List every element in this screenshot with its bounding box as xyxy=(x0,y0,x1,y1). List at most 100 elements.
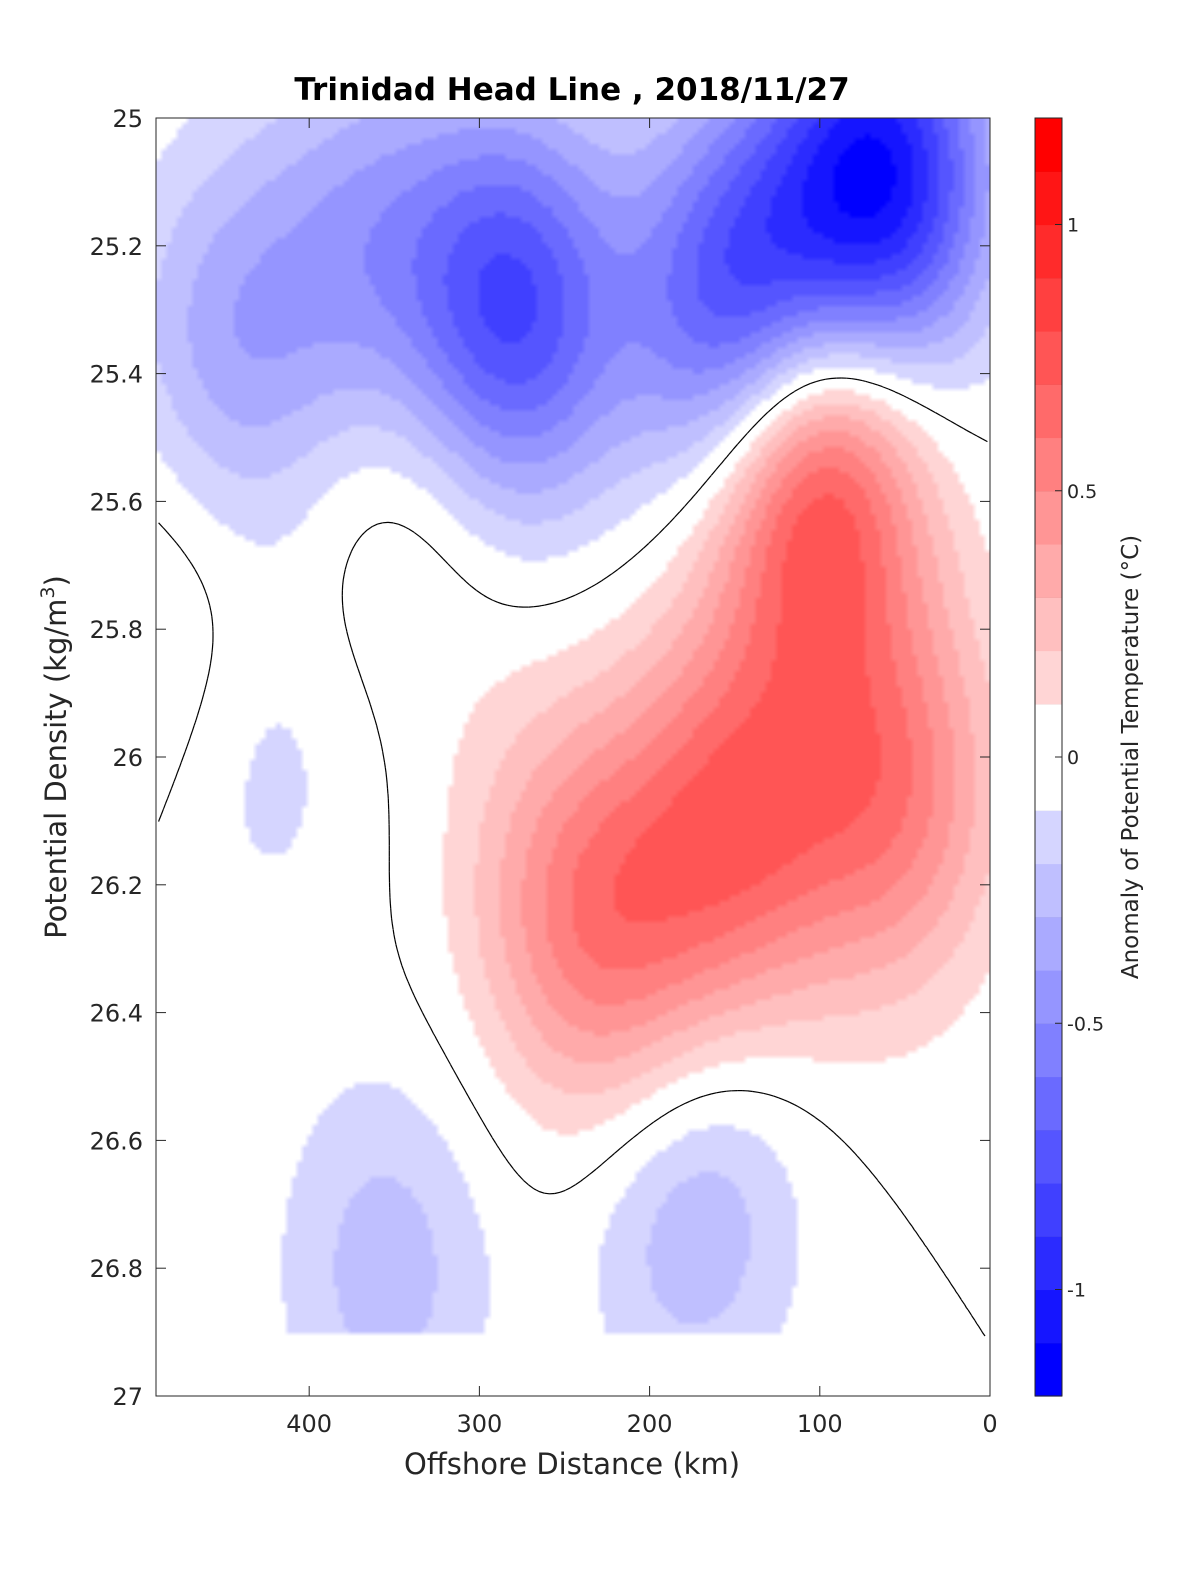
zero-contour-segment xyxy=(385,772,388,778)
zero-contour-segment xyxy=(349,642,352,648)
zero-contour-segment xyxy=(835,1134,841,1139)
zero-contour-segment xyxy=(163,803,166,809)
zero-contour-segment xyxy=(343,616,346,622)
zero-contour-segment xyxy=(179,546,182,549)
zero-contour-segment xyxy=(888,388,894,392)
colorbar-band xyxy=(1035,1183,1062,1237)
colorbar-band xyxy=(1035,331,1062,385)
zero-contour-segment xyxy=(945,1275,949,1279)
colorbar-band xyxy=(1035,1289,1062,1344)
zero-contour-segment xyxy=(955,423,962,428)
zero-contour-segment xyxy=(405,975,409,982)
zero-contour-segment xyxy=(929,409,936,414)
zero-contour-segment xyxy=(408,528,415,533)
zero-contour-segment xyxy=(187,558,191,562)
zero-contour-segment xyxy=(924,406,927,409)
zero-contour-segment xyxy=(960,1299,966,1306)
zero-contour-segment xyxy=(768,1094,774,1097)
zero-contour-segment xyxy=(856,1155,861,1160)
colorbar-band xyxy=(1035,1076,1062,1131)
zero-contour-segment xyxy=(935,412,941,417)
zero-contour-segment xyxy=(554,1191,561,1195)
zero-contour-segment xyxy=(394,939,397,945)
zero-contour-segment xyxy=(191,725,195,732)
zero-contour-segment xyxy=(648,1121,654,1127)
zero-contour-segment xyxy=(544,1192,550,1195)
zero-contour-segment xyxy=(919,403,926,408)
zero-contour-segment xyxy=(481,593,485,596)
zero-contour-segment xyxy=(171,537,175,541)
zero-contour-segment xyxy=(778,398,785,403)
zero-contour-segment xyxy=(347,636,351,643)
zero-contour-segment xyxy=(447,1059,452,1065)
zero-contour-segment xyxy=(420,537,425,542)
zero-contour-segment xyxy=(880,1184,884,1188)
zero-contour-segment xyxy=(392,929,395,935)
zero-contour-segment xyxy=(384,767,387,773)
zero-contour-segment xyxy=(381,746,384,752)
zero-contour-segment xyxy=(757,1091,764,1094)
zero-contour-segment xyxy=(204,683,207,688)
zero-contour-segment xyxy=(971,1315,976,1321)
zero-contour-segment xyxy=(513,605,519,608)
zero-contour-segment xyxy=(877,1180,882,1186)
zero-contour-segment xyxy=(173,540,177,544)
zero-contour-segment xyxy=(844,1142,848,1146)
zero-contour-segment xyxy=(418,1005,421,1008)
zero-contour-segment xyxy=(601,1163,603,1165)
zero-contour-segment xyxy=(158,814,162,820)
zero-contour-segment xyxy=(393,934,396,940)
zero-contour-segment xyxy=(846,377,852,380)
zero-contour-segment xyxy=(908,1222,913,1227)
zero-contour-segment xyxy=(731,448,734,452)
y-tick-label: 25.2 xyxy=(90,233,143,261)
zero-contour-segment xyxy=(663,527,666,529)
zero-contour-segment xyxy=(407,981,410,984)
zero-contour-segment xyxy=(617,565,623,570)
zero-contour-segment xyxy=(929,1252,935,1259)
zero-contour-segment xyxy=(900,1210,905,1216)
zero-contour-segment xyxy=(637,552,639,555)
zero-contour-segment xyxy=(606,573,612,578)
zero-contour-segment xyxy=(190,730,193,737)
zero-contour-segment xyxy=(658,1116,662,1119)
zero-contour-segment xyxy=(916,401,920,405)
zero-contour-segment xyxy=(455,571,459,575)
zero-contour-segment xyxy=(507,1161,511,1165)
zero-contour-segment xyxy=(702,481,707,487)
zero-contour-segment xyxy=(374,720,378,726)
zero-contour-segment xyxy=(194,569,199,575)
y-tick-label: 26 xyxy=(112,744,143,772)
zero-contour-segment xyxy=(509,605,514,607)
zero-contour-segment xyxy=(399,960,403,966)
zero-contour-segment xyxy=(630,556,634,560)
zero-contour-segment xyxy=(432,1033,436,1037)
zero-contour-segment xyxy=(202,584,206,591)
y-axis: 25 25.2 25.4 25.6 25.8 26 26.2 26.4 26.6 26.8 27 xyxy=(90,105,990,1411)
zero-contour-segment xyxy=(439,555,444,560)
zero-contour-segment xyxy=(763,1092,769,1096)
zero-contour-segment xyxy=(173,777,177,782)
zero-contour-segment xyxy=(168,788,173,794)
zero-contour-segment xyxy=(387,521,394,524)
zero-contour-segment xyxy=(751,426,754,429)
zero-contour-segment xyxy=(561,598,566,602)
zero-contour-segment xyxy=(976,435,983,440)
zero-contour-segment xyxy=(464,1090,467,1093)
zero-contour-segment xyxy=(669,1108,675,1113)
zero-contour-segment xyxy=(376,728,379,732)
zero-contour-segment xyxy=(383,756,386,763)
zero-contour-segment xyxy=(353,657,357,664)
zero-contour-segment xyxy=(715,464,721,470)
y-axis-label-superscript: 3 xyxy=(37,586,59,598)
zero-contour-segment xyxy=(432,547,436,551)
zero-contour-segment xyxy=(438,1043,441,1046)
zero-contour-segment xyxy=(761,416,764,419)
zero-contour-segment xyxy=(684,1100,691,1104)
zero-contour-segment xyxy=(821,1121,827,1127)
zero-contour-segment xyxy=(502,1153,507,1160)
zero-contour-segment xyxy=(345,626,347,630)
zero-contour-segment xyxy=(344,565,347,570)
zero-contour-segment xyxy=(799,1106,806,1112)
zero-contour-segment xyxy=(405,526,410,530)
